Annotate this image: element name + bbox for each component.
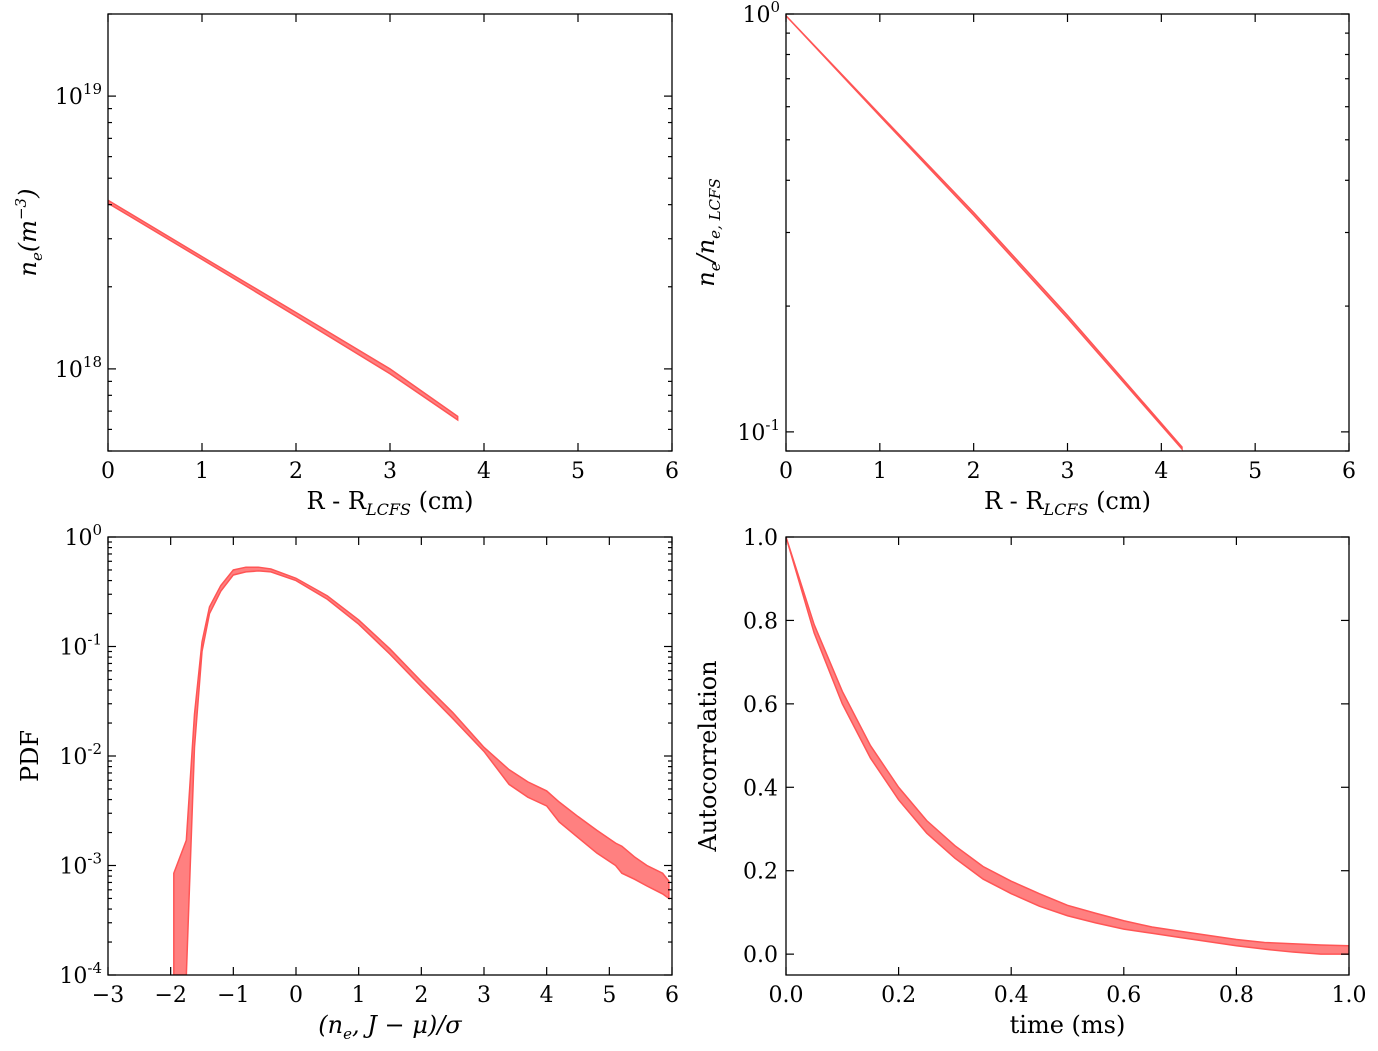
series-band-0: [173, 566, 670, 975]
series-band-0: [108, 199, 459, 422]
y-axis-label: ne(m−3): [12, 189, 46, 277]
chart-autocorrelation: 0.0 0.2 0.4 0.6 0.8 1.0 0.0 0.2 0.4 0.6 0.8 1.0 time…: [694, 526, 1367, 1039]
y-axis-label: Autocorrelation: [694, 660, 722, 852]
x-axis-label: (ne, J − μ)/σ: [318, 1011, 462, 1043]
y-tick-label: 0.2: [743, 860, 778, 885]
x-tick-label: 4: [1154, 459, 1168, 484]
x-tick-label: 0: [779, 459, 793, 484]
y-axis-label: ne/ne, LCFS: [692, 178, 724, 286]
y-tick-label: 0.6: [743, 693, 778, 718]
x-tick-label: 0.0: [769, 983, 804, 1008]
x-tick-label: 1: [195, 459, 209, 484]
y-tick-label: 0.4: [743, 776, 778, 801]
x-tick-label: 2: [967, 459, 981, 484]
y-tick-label: 0.0: [743, 943, 778, 968]
x-tick-label: 2: [289, 459, 303, 484]
x-tick-label: 0.6: [1106, 983, 1141, 1008]
x-tick-label: 4: [540, 983, 554, 1008]
x-tick-label: 1: [873, 459, 887, 484]
x-tick-label: 3: [477, 983, 491, 1008]
x-tick-label: 4: [477, 459, 491, 484]
plot-frame: [785, 13, 1350, 452]
x-tick-label: 6: [1342, 459, 1356, 484]
plot-frame: [107, 13, 673, 452]
chart-density-profile: 0 1 2 3 4 5 6 1018 1019 R - RLCFS (cm) ne(m−3): [12, 13, 679, 519]
x-tick-label: 2: [414, 983, 428, 1008]
x-tick-label: 5: [571, 459, 585, 484]
y-tick-label: 100: [742, 0, 780, 28]
plot-frame: [785, 536, 1350, 976]
x-tick-label: 1: [352, 983, 366, 1008]
x-tick-label: 3: [1061, 459, 1075, 484]
x-tick-label: 6: [665, 459, 679, 484]
y-tick-label: 10-2: [59, 740, 102, 770]
chart-pdf: −3 −2 −1 0 1 2 3 4 5 6 100 10-1 10-2 10-3 10-4 (ne, J −…: [16, 521, 679, 1043]
x-axis-label: time (ms): [1010, 1011, 1126, 1039]
x-tick-label: 3: [383, 459, 397, 484]
y-tick-label: 1019: [55, 80, 102, 110]
x-tick-label: 1.0: [1332, 983, 1367, 1008]
x-tick-label: 0: [101, 459, 115, 484]
y-tick-label: 10-4: [59, 959, 102, 989]
x-tick-label: 0.8: [1219, 983, 1254, 1008]
series-band-0: [786, 537, 1349, 955]
x-tick-label: 6: [665, 983, 679, 1008]
x-tick-label: 0: [289, 983, 303, 1008]
x-axis-label: R - RLCFS (cm): [306, 487, 473, 519]
chart-normalized-profile: 0 1 2 3 4 5 6 100 10-1 R - RLCFS (cm) ne/ne, LCFS: [692, 0, 1356, 519]
y-tick-label: 1018: [55, 353, 102, 383]
x-tick-label: 5: [1248, 459, 1262, 484]
y-tick-label: 1.0: [743, 526, 778, 551]
x-tick-label: 5: [602, 983, 616, 1008]
x-tick-label: −1: [217, 983, 249, 1008]
x-tick-label: −2: [154, 983, 186, 1008]
x-tick-label: 0.4: [994, 983, 1029, 1008]
series-band-0: [786, 15, 1183, 451]
x-tick-label: −3: [92, 983, 124, 1008]
y-tick-label: 10-3: [59, 850, 102, 880]
y-tick-label: 0.8: [743, 609, 778, 634]
x-tick-label: 0.2: [881, 983, 916, 1008]
x-axis-label: R - RLCFS (cm): [984, 487, 1151, 519]
y-axis-label: PDF: [16, 730, 44, 782]
y-tick-label: 10-1: [59, 631, 102, 661]
y-tick-label: 10-1: [737, 416, 780, 446]
y-tick-label: 100: [64, 521, 102, 551]
